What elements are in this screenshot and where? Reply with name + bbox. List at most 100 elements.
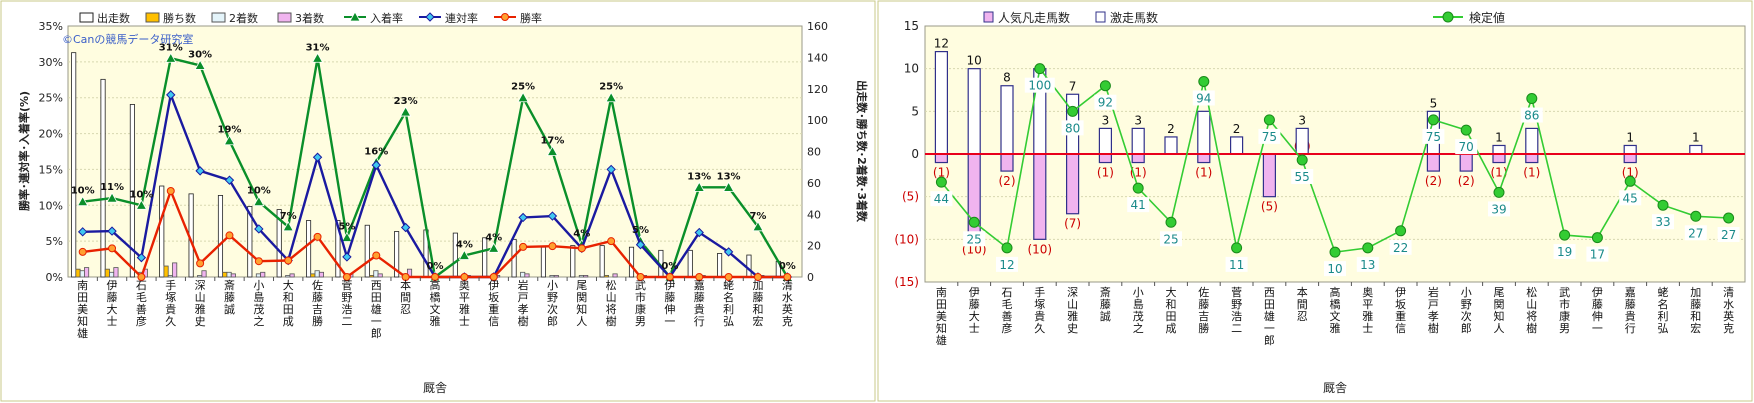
data-label: 0% xyxy=(427,261,444,272)
data-label: 25% xyxy=(599,82,623,93)
point-label: 75 xyxy=(1262,130,1277,144)
legend-marker xyxy=(425,12,435,22)
point-label-bg xyxy=(1291,168,1314,184)
point xyxy=(694,227,704,238)
bar xyxy=(1000,153,1014,172)
point xyxy=(547,211,558,221)
point-label-bg xyxy=(1455,139,1478,155)
axes: (15)(10)(5)051015南田美知雄伊藤大士石毛善彦手塚貴久深山雅史斎藤… xyxy=(894,19,1734,347)
point-label-bg xyxy=(1094,94,1117,110)
point xyxy=(1460,124,1472,136)
x-tick-label: 伊藤伸一 xyxy=(1592,286,1603,335)
point-label: 27 xyxy=(1688,226,1703,240)
point-label-bg xyxy=(1225,256,1248,272)
point xyxy=(1427,114,1439,126)
legend-swatch xyxy=(145,12,160,23)
point xyxy=(341,231,353,242)
bar xyxy=(1492,153,1506,164)
bar xyxy=(553,275,559,278)
point xyxy=(606,164,616,175)
point xyxy=(1395,225,1407,237)
point xyxy=(253,195,265,207)
point xyxy=(488,242,500,253)
point xyxy=(195,166,205,176)
x-axis-title: 厩舎 xyxy=(1323,381,1347,395)
x-tick-label: 高橋文雅 xyxy=(1330,285,1341,335)
point-label: 80 xyxy=(1065,121,1080,135)
bar xyxy=(934,50,949,155)
y-tick-label: 10 xyxy=(904,62,919,76)
x-tick-label: 深山雅史 xyxy=(1067,286,1078,335)
legend-marker xyxy=(501,13,509,21)
point xyxy=(401,273,410,281)
point xyxy=(313,232,322,241)
legend-label: 激走馬数 xyxy=(1110,10,1158,25)
x-tick-label: 西田雄一郎 xyxy=(371,279,382,340)
legend-swatch xyxy=(211,12,226,23)
data-label: 7% xyxy=(749,211,766,222)
point xyxy=(1591,232,1603,244)
legend-label: 検定値 xyxy=(1469,10,1505,25)
bar xyxy=(109,271,115,278)
y-tick-label: (15) xyxy=(894,275,919,289)
bar-label: 1 xyxy=(1626,130,1634,144)
data-label: 13% xyxy=(687,171,711,182)
y-tick-label-left: 15% xyxy=(39,163,63,176)
point-label-bg xyxy=(1422,128,1445,144)
legend-label: 3着数 xyxy=(295,11,324,25)
x-tick-label: 蛯名利弘 xyxy=(1658,286,1669,335)
bar-label: (1) xyxy=(1097,166,1114,180)
bar-label: 3 xyxy=(1102,113,1110,127)
x-tick-label: 小野次郎 xyxy=(1461,286,1472,335)
bar-label: 7 xyxy=(1069,79,1077,93)
bar xyxy=(746,254,752,278)
point xyxy=(254,257,263,266)
data-label: 30% xyxy=(188,49,212,60)
point xyxy=(166,186,175,195)
bar xyxy=(524,273,530,278)
x-tick-label: 石毛善彦 xyxy=(136,279,147,328)
legend-label: 人気凡走馬数 xyxy=(998,10,1070,25)
bar xyxy=(540,246,546,278)
x-tick-label: 岩戸孝樹 xyxy=(518,278,529,328)
y-tick-label-right: 120 xyxy=(807,83,828,96)
bar xyxy=(364,224,370,278)
bar xyxy=(306,220,312,278)
y-tick-label-left: 5% xyxy=(46,235,63,248)
bar-label: (2) xyxy=(1425,174,1442,188)
bar xyxy=(1525,153,1539,164)
point xyxy=(1559,229,1571,241)
data-label: 10% xyxy=(247,186,271,197)
point-label: 55 xyxy=(1295,170,1310,184)
bar xyxy=(1197,153,1211,164)
point-label-bg xyxy=(1061,120,1084,136)
bar xyxy=(289,273,295,278)
x-tick-label: 小島茂之 xyxy=(1133,286,1144,335)
point xyxy=(282,220,294,232)
bar xyxy=(377,273,383,278)
bar xyxy=(163,265,169,278)
point xyxy=(1657,199,1669,211)
bar xyxy=(578,275,584,278)
point-label-bg xyxy=(1684,225,1707,241)
bar-label: 5 xyxy=(1430,96,1438,110)
y-tick-label-right: 160 xyxy=(807,20,828,33)
bar xyxy=(1098,153,1112,164)
data-label: 7% xyxy=(280,211,297,222)
x-tick-label: 南田美知雄 xyxy=(936,286,947,347)
point-label-bg xyxy=(1192,90,1215,106)
point xyxy=(517,91,529,103)
bar-label: 1 xyxy=(1692,130,1700,144)
bar xyxy=(1033,153,1047,240)
bar xyxy=(113,267,119,278)
point xyxy=(722,181,735,192)
grid-lines xyxy=(925,68,1745,240)
point xyxy=(753,273,762,281)
point-label: 17 xyxy=(1590,248,1605,262)
bar xyxy=(1262,153,1276,198)
bar xyxy=(1459,153,1473,172)
bar-label: (2) xyxy=(1458,174,1475,188)
y-tick-label-right: 100 xyxy=(807,114,828,127)
bar xyxy=(79,270,85,278)
data-label: 17% xyxy=(540,136,564,147)
